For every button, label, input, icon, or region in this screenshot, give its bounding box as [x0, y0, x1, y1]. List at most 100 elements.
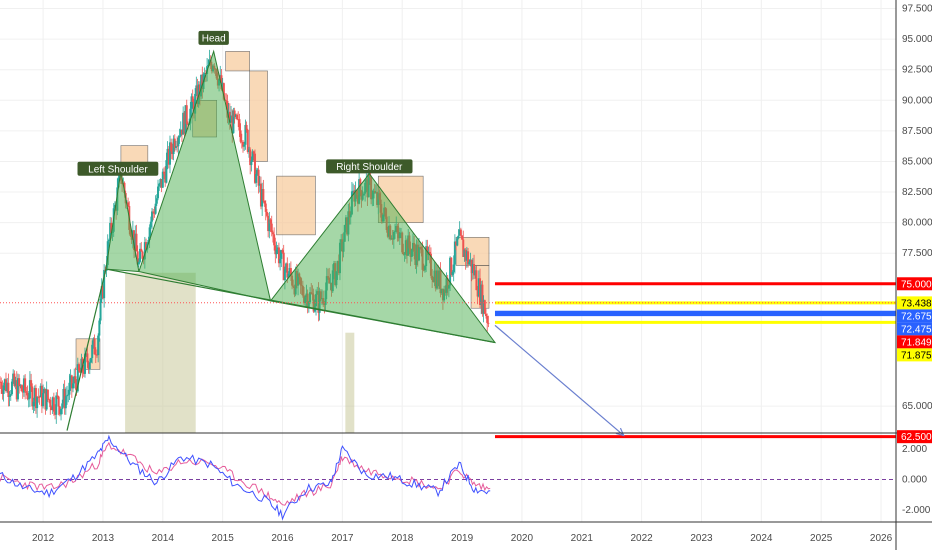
candle-body	[95, 354, 98, 356]
price-label-box	[897, 335, 932, 349]
price-label-box	[897, 322, 932, 336]
y-tick-label: 87.500	[902, 126, 932, 137]
y-tick-label: 95.000	[902, 34, 932, 45]
candle-body	[267, 215, 270, 232]
candle-body	[167, 148, 170, 165]
candle-body	[78, 364, 81, 371]
candle-body	[192, 101, 195, 114]
candle-body	[227, 111, 230, 118]
price-label: 62.500	[901, 432, 932, 443]
candle-body	[479, 278, 482, 305]
candle-body	[451, 271, 454, 275]
price-label-box	[897, 277, 932, 291]
candle-body	[465, 251, 468, 261]
candle-body	[176, 145, 179, 147]
candle-body	[52, 397, 55, 412]
candle-body	[40, 385, 43, 407]
candle-body	[191, 96, 194, 102]
candle-body	[133, 230, 136, 250]
candle-body	[127, 202, 130, 207]
candle-body	[74, 376, 77, 383]
y-tick-label: 85.000	[902, 156, 932, 167]
candle-body	[286, 263, 289, 278]
pattern-leg	[66, 268, 107, 431]
candle-body	[201, 74, 204, 90]
candle-body	[283, 269, 286, 281]
candle-body	[203, 72, 206, 75]
x-tick-label: 2014	[152, 533, 175, 544]
candle-body	[459, 229, 462, 236]
candle-body	[57, 396, 60, 407]
candle-body	[135, 233, 138, 252]
x-tick-label: 2019	[451, 533, 474, 544]
candle-body	[236, 114, 239, 120]
candle-body	[107, 239, 110, 242]
candle-body	[252, 151, 255, 154]
candle-body	[46, 389, 49, 400]
candle-body	[134, 233, 137, 250]
candle-body	[237, 119, 240, 120]
candle-body	[174, 145, 177, 148]
candle-body	[276, 247, 279, 250]
candle-body	[270, 223, 273, 233]
candle-body	[282, 252, 285, 281]
candle-body	[477, 278, 480, 297]
pattern-label: Head	[202, 33, 226, 44]
candle-body	[473, 264, 476, 276]
candle-body	[38, 396, 41, 398]
candle-body	[251, 151, 254, 161]
candle-body	[487, 322, 490, 324]
candle-body	[263, 200, 266, 204]
candle-body	[137, 261, 140, 265]
candle-body	[189, 108, 192, 124]
candle-body	[262, 189, 265, 201]
candle-body	[149, 221, 152, 228]
candle-body	[117, 177, 120, 188]
x-tick-label: 2021	[571, 533, 594, 544]
candle-body	[173, 138, 176, 148]
candle-body	[147, 239, 150, 244]
candle-body	[92, 338, 95, 345]
candle-body	[480, 284, 483, 305]
candle-body	[103, 269, 106, 299]
candle-body	[244, 124, 247, 145]
supply-zone	[276, 175, 316, 236]
candle-body	[110, 222, 113, 233]
candle-body	[274, 245, 277, 255]
candle-body	[69, 375, 72, 383]
candle-body	[94, 354, 97, 356]
candle-body	[89, 358, 92, 363]
candle-body	[261, 189, 264, 207]
candle-body	[256, 169, 259, 175]
candle-body	[24, 378, 27, 392]
candle-body	[37, 396, 40, 398]
x-tick-label: 2026	[870, 533, 893, 544]
candle-body	[219, 75, 222, 80]
candle-body	[19, 385, 22, 387]
neckline	[105, 268, 496, 344]
candle-body	[183, 112, 186, 134]
y-tick-label: 92.500	[902, 65, 932, 76]
y-tick-label: 65.000	[902, 401, 932, 412]
candle-body	[26, 392, 29, 399]
candle-body	[450, 257, 453, 275]
candle-body	[113, 204, 116, 209]
x-tick-label: 2015	[212, 533, 235, 544]
price-levels	[0, 282, 896, 439]
candle-body	[1, 388, 4, 394]
candle-body	[7, 382, 10, 397]
candle-body	[458, 229, 461, 236]
candle-body	[75, 382, 78, 392]
candle-body	[462, 239, 465, 257]
candle-body	[469, 259, 472, 263]
candle-body	[136, 251, 139, 265]
candle-body	[275, 249, 278, 255]
candle-body	[287, 273, 290, 278]
candle-body	[428, 251, 431, 254]
candle-body	[42, 393, 45, 407]
candle-body	[22, 378, 25, 393]
candle-body	[100, 286, 103, 299]
candle-body	[54, 411, 57, 415]
candle-body	[249, 149, 252, 166]
candle-body	[281, 250, 284, 253]
